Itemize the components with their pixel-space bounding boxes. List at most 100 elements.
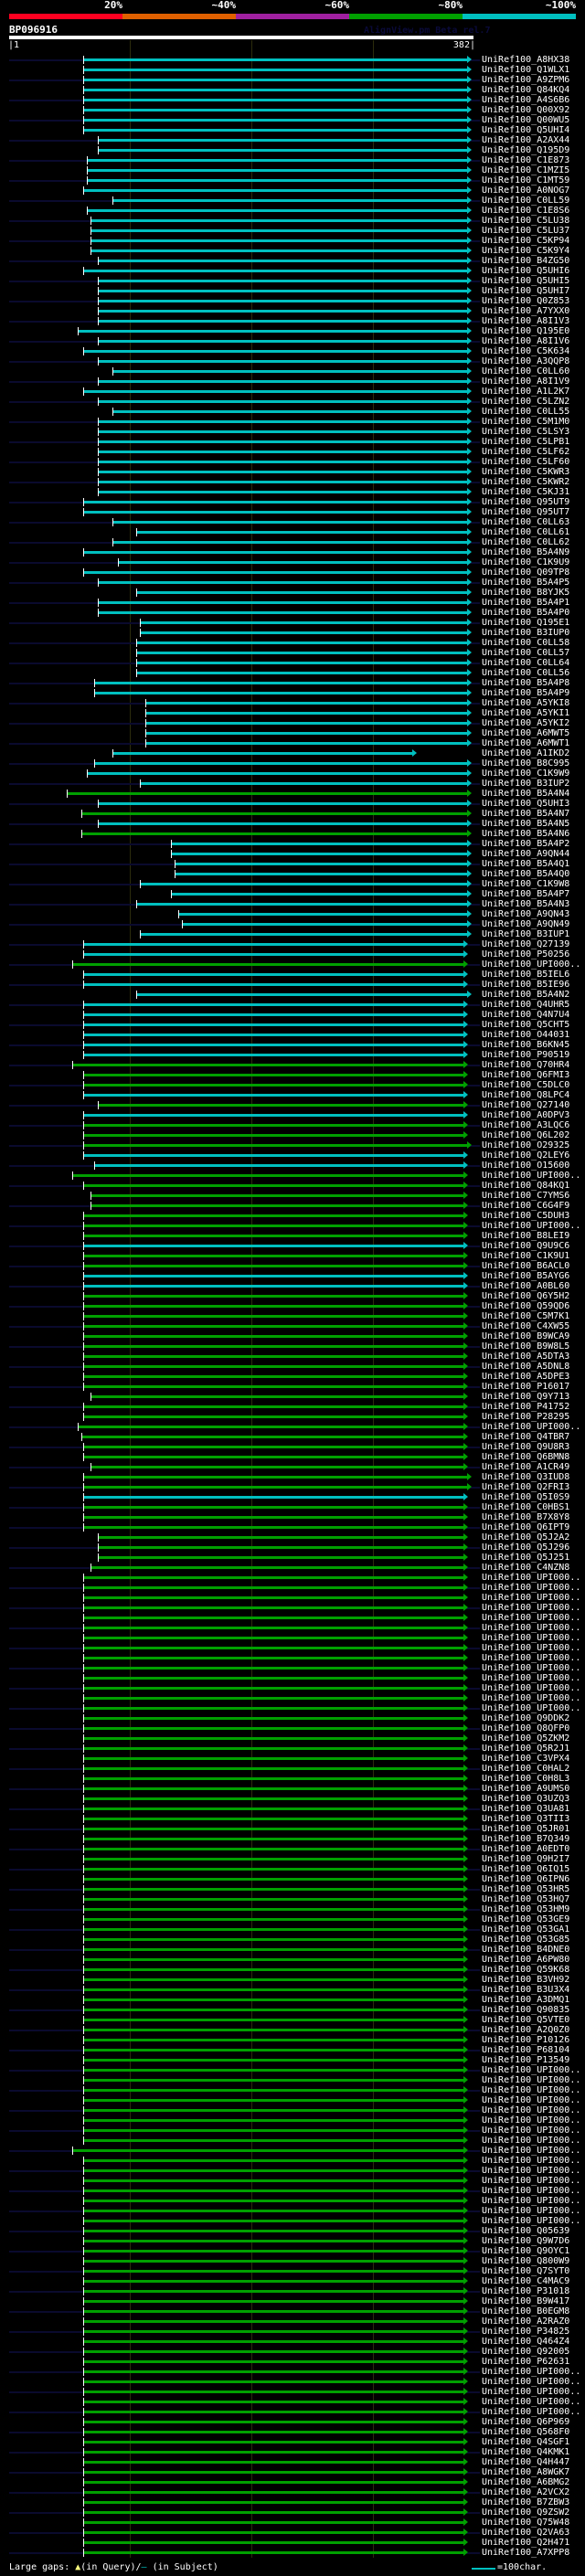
alignment-bar[interactable] [98, 1546, 464, 1549]
alignment-bar[interactable] [83, 1606, 464, 1609]
alignment-bar[interactable] [83, 953, 464, 956]
alignment-row[interactable]: UniRef100_A3QQP8 [0, 356, 585, 366]
subject-label[interactable]: UniRef100_B0EGM8 [482, 2306, 570, 2316]
alignment-bar[interactable] [83, 2310, 464, 2313]
subject-label[interactable]: UniRef100_C0H8L3 [482, 1774, 570, 1784]
alignment-row[interactable]: UniRef100_C5LF60 [0, 457, 585, 467]
alignment-bar[interactable] [83, 983, 464, 986]
alignment-bar[interactable] [98, 400, 468, 403]
alignment-row[interactable]: UniRef100_C1K9U1 [0, 1251, 585, 1261]
alignment-row[interactable]: UniRef100_C0LL62 [0, 537, 585, 547]
alignment-bar[interactable] [83, 2079, 464, 2082]
subject-label[interactable]: UniRef100_Q5J296 [482, 1542, 570, 1553]
subject-label[interactable]: UniRef100_Q9OYC1 [482, 2246, 570, 2256]
alignment-bar[interactable] [83, 2230, 464, 2232]
alignment-row[interactable]: UniRef100_A7YXX0 [0, 306, 585, 316]
alignment-bar[interactable] [171, 893, 468, 896]
alignment-row[interactable]: UniRef100_C6G4F9 [0, 1201, 585, 1211]
alignment-row[interactable]: UniRef100_A6PW80 [0, 1955, 585, 1965]
alignment-bar[interactable] [83, 1315, 464, 1318]
alignment-bar[interactable] [83, 2390, 464, 2393]
subject-label[interactable]: UniRef100_B5A4N2 [482, 990, 570, 1000]
alignment-bar[interactable] [98, 420, 468, 423]
alignment-row[interactable]: UniRef100_Q8QFP0 [0, 1723, 585, 1733]
subject-label[interactable]: UniRef100_Q0Z853 [482, 296, 570, 306]
alignment-row[interactable]: UniRef100_Q53G85 [0, 1935, 585, 1945]
subject-label[interactable]: UniRef100_Q195E0 [482, 326, 570, 336]
alignment-bar[interactable] [98, 340, 468, 343]
alignment-row[interactable]: UniRef100_UPI000.. [0, 2125, 585, 2136]
subject-label[interactable]: UniRef100_C5DUH3 [482, 1211, 570, 1221]
subject-label[interactable]: UniRef100_C0LL62 [482, 537, 570, 547]
alignment-bar[interactable] [83, 1988, 464, 1991]
alignment-bar[interactable] [83, 1154, 464, 1157]
alignment-row[interactable]: UniRef100_Q6P969 [0, 2417, 585, 2427]
alignment-bar[interactable] [83, 1476, 468, 1479]
subject-label[interactable]: UniRef100_UPI000.. [482, 1623, 581, 1633]
alignment-row[interactable]: UniRef100_C5LU38 [0, 216, 585, 226]
alignment-row[interactable]: UniRef100_UPI000.. [0, 2216, 585, 2226]
alignment-row[interactable]: UniRef100_A3LQC6 [0, 1120, 585, 1130]
subject-label[interactable]: UniRef100_C5LF62 [482, 447, 570, 457]
alignment-bar[interactable] [83, 2260, 464, 2263]
alignment-row[interactable]: UniRef100_C0HBS1 [0, 1502, 585, 1512]
subject-label[interactable]: UniRef100_C5LPB1 [482, 437, 570, 447]
alignment-row[interactable]: UniRef100_Q4H447 [0, 2457, 585, 2467]
alignment-bar[interactable] [83, 2049, 464, 2051]
subject-label[interactable]: UniRef100_B5IE96 [482, 980, 570, 990]
alignment-bar[interactable] [98, 461, 468, 463]
subject-label[interactable]: UniRef100_Q53HR5 [482, 1884, 570, 1894]
alignment-bar[interactable] [77, 1426, 464, 1428]
alignment-bar[interactable] [94, 1164, 464, 1167]
alignment-bar[interactable] [83, 1034, 464, 1036]
subject-label[interactable]: UniRef100_UPI000.. [482, 2407, 581, 2417]
subject-label[interactable]: UniRef100_Q70HR4 [482, 1060, 570, 1070]
alignment-bar[interactable] [135, 672, 468, 674]
alignment-bar[interactable] [83, 1948, 464, 1951]
alignment-bar[interactable] [139, 883, 468, 885]
alignment-bar[interactable] [77, 330, 468, 333]
subject-label[interactable]: UniRef100_C0LL56 [482, 668, 570, 678]
alignment-bar[interactable] [90, 249, 468, 252]
alignment-row[interactable]: UniRef100_Q53GE9 [0, 1914, 585, 1924]
subject-label[interactable]: UniRef100_UPI000.. [482, 1583, 581, 1593]
subject-label[interactable]: UniRef100_Q4N7U4 [482, 1010, 570, 1020]
alignment-bar[interactable] [83, 1647, 464, 1649]
alignment-row[interactable]: UniRef100_C1MT59 [0, 175, 585, 186]
alignment-row[interactable]: UniRef100_UPI000.. [0, 1221, 585, 1231]
alignment-row[interactable]: UniRef100_UPI000.. [0, 1613, 585, 1623]
alignment-bar[interactable] [83, 2340, 464, 2343]
subject-label[interactable]: UniRef100_Q90835 [482, 2005, 570, 2015]
alignment-row[interactable]: UniRef100_Q9W7D6 [0, 2236, 585, 2246]
alignment-bar[interactable] [145, 732, 468, 735]
alignment-bar[interactable] [83, 1094, 464, 1097]
alignment-row[interactable]: UniRef100_Q84KQ1 [0, 1181, 585, 1191]
alignment-row[interactable]: UniRef100_A1CR49 [0, 1462, 585, 1472]
alignment-bar[interactable] [98, 430, 468, 433]
alignment-row[interactable]: UniRef100_A5YKI8 [0, 698, 585, 708]
subject-label[interactable]: UniRef100_A9QN44 [482, 849, 570, 859]
subject-label[interactable]: UniRef100_Q5UHI7 [482, 286, 570, 296]
alignment-bar[interactable] [83, 1828, 464, 1830]
alignment-row[interactable]: UniRef100_B5A4P7 [0, 889, 585, 899]
subject-label[interactable]: UniRef100_C1K9W8 [482, 879, 570, 889]
subject-label[interactable]: UniRef100_Q27140 [482, 1100, 570, 1110]
subject-label[interactable]: UniRef100_C7YMS6 [482, 1191, 570, 1201]
subject-label[interactable]: UniRef100_UPI000.. [482, 1422, 581, 1432]
alignment-bar[interactable] [83, 2089, 464, 2092]
alignment-row[interactable]: UniRef100_Q3UA81 [0, 1804, 585, 1814]
alignment-row[interactable]: UniRef100_Q195E0 [0, 326, 585, 336]
alignment-row[interactable]: UniRef100_Q464Z4 [0, 2337, 585, 2347]
alignment-row[interactable]: UniRef100_Q3IUD8 [0, 1472, 585, 1482]
alignment-bar[interactable] [83, 1486, 468, 1489]
alignment-row[interactable]: UniRef100_UPI000.. [0, 2146, 585, 2156]
subject-label[interactable]: UniRef100_UPI000.. [482, 1673, 581, 1683]
alignment-bar[interactable] [83, 1456, 464, 1458]
alignment-row[interactable]: UniRef100_B5A4Q0 [0, 869, 585, 879]
alignment-row[interactable]: UniRef100_A5DNL8 [0, 1362, 585, 1372]
alignment-row[interactable]: UniRef100_C0LL59 [0, 196, 585, 206]
alignment-bar[interactable] [83, 1576, 464, 1579]
alignment-row[interactable]: UniRef100_C5M7K1 [0, 1311, 585, 1321]
alignment-row[interactable]: UniRef100_Q2VA63 [0, 2528, 585, 2538]
subject-label[interactable]: UniRef100_B5A4P8 [482, 678, 570, 688]
